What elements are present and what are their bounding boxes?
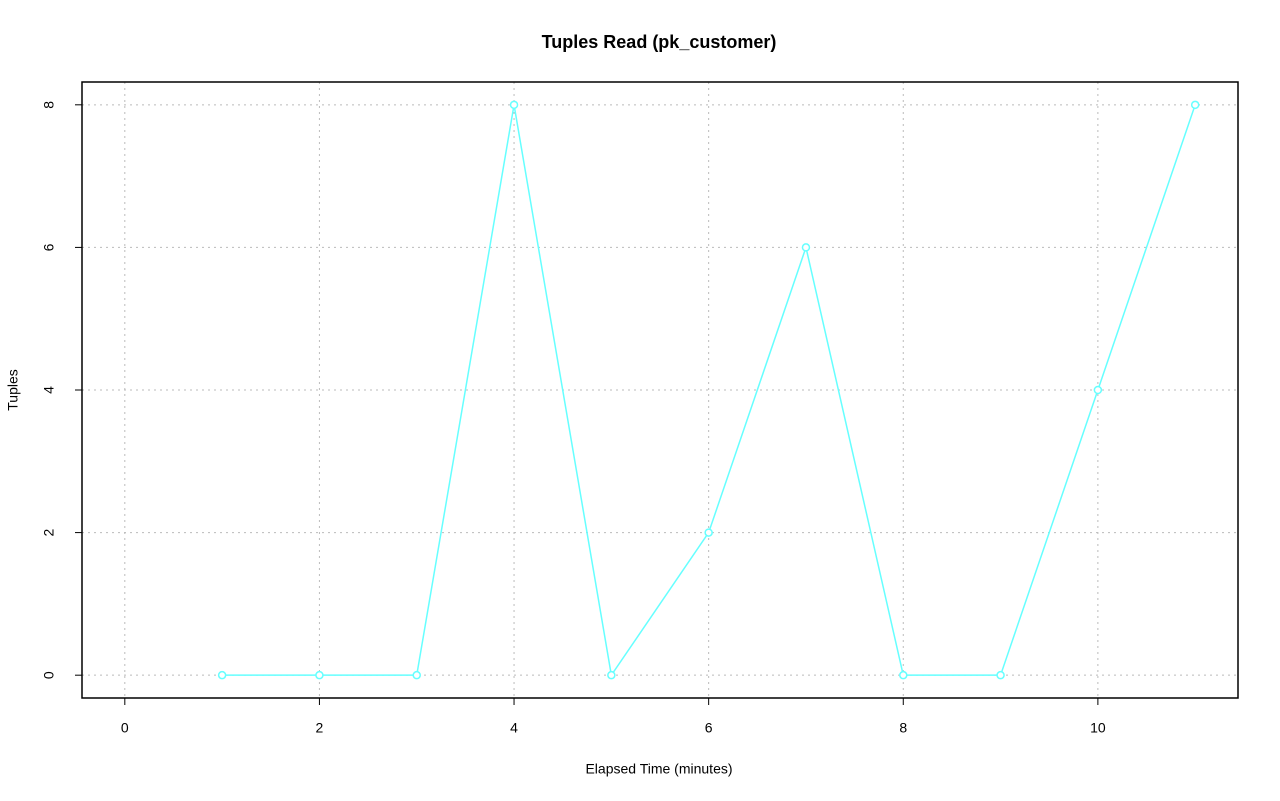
data-point bbox=[801, 243, 811, 252]
data-point bbox=[509, 100, 519, 110]
data-point bbox=[412, 670, 421, 680]
y-tick-label: 6 bbox=[41, 243, 57, 251]
y-tick-label: 4 bbox=[41, 386, 57, 394]
x-tick-label: 6 bbox=[705, 720, 713, 736]
y-tick-label: 8 bbox=[41, 101, 57, 109]
x-tick-label: 8 bbox=[899, 720, 907, 736]
data-point bbox=[315, 670, 324, 680]
data-point bbox=[607, 670, 616, 680]
data-point bbox=[1190, 100, 1200, 110]
x-tick-label: 0 bbox=[121, 720, 129, 736]
x-axis-label: Elapsed Time (minutes) bbox=[585, 761, 732, 777]
data-point bbox=[1093, 385, 1103, 395]
x-tick-label: 2 bbox=[316, 720, 324, 736]
data-point bbox=[996, 670, 1005, 680]
data-point bbox=[704, 528, 713, 537]
chart-title: Tuples Read (pk_customer) bbox=[542, 32, 777, 52]
plot-frame bbox=[81, 81, 1239, 699]
data-point bbox=[899, 670, 908, 680]
data-point bbox=[217, 670, 227, 680]
y-axis-label: Tuples bbox=[5, 369, 21, 411]
x-tick-label: 4 bbox=[510, 720, 518, 736]
y-tick-label: 2 bbox=[41, 528, 57, 536]
y-tick-label: 0 bbox=[41, 671, 57, 679]
x-tick-label: 10 bbox=[1090, 720, 1106, 736]
